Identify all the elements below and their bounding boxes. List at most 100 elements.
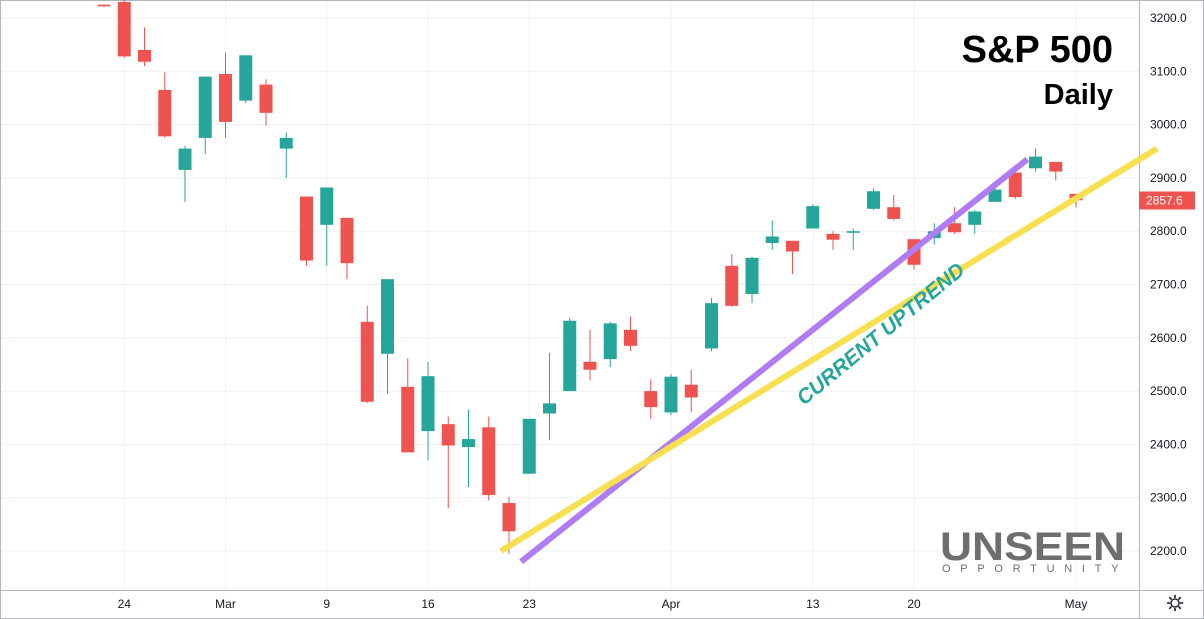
trend-line-purple [519,156,1030,565]
y-tick-label: 3100.0 [1150,64,1187,78]
x-tick-label: 20 [907,597,921,611]
candle [603,321,617,368]
candle [340,217,354,280]
y-tick-label: 2300.0 [1150,491,1187,505]
candle-body [664,376,678,413]
candle-body [138,49,151,62]
y-tick-label: 2600.0 [1150,331,1187,345]
candle-body [968,211,982,225]
trend-lines [499,146,1159,565]
candle-body [725,265,739,306]
candle-body [259,84,273,113]
chart-title: S&P 500 [962,29,1113,71]
candle [239,55,253,104]
last-price-badge-bg [1139,191,1195,210]
candle [97,4,111,8]
candle [320,187,334,266]
candle-body [1029,156,1042,169]
candle-body [988,189,1002,202]
candle-body [279,137,293,149]
candle [867,188,880,210]
y-tick-label: 2400.0 [1150,437,1187,451]
candle [664,374,678,416]
y-tick-label: 3000.0 [1150,118,1187,132]
candle-body [806,206,820,229]
candle [806,204,820,229]
x-tick-label: Apr [662,597,681,611]
x-tick-label: Mar [215,597,236,611]
candle-body [381,279,394,354]
candle [117,0,131,58]
candle [300,196,313,266]
candle [846,228,860,250]
candle [441,416,455,509]
candle-body [441,424,455,446]
y-tick-label: 2800.0 [1150,224,1187,238]
candle-body [1049,161,1063,172]
x-tick-label: 13 [806,597,820,611]
candle-body [502,503,516,532]
candle-body [300,196,313,261]
last-price-label: 2857.6 [1146,193,1183,207]
candle-body [482,427,496,496]
x-tick-label: 9 [323,597,330,611]
candle-body [158,89,172,137]
candle-body [684,384,698,398]
candle-body [360,321,374,402]
candle [684,369,698,413]
logo-sub-text: OPPORTUNITY [942,563,1124,575]
candle-body [543,403,556,414]
candle [279,132,293,178]
candle-body [826,233,840,240]
candle [138,27,151,66]
candle [826,231,840,250]
x-tick-label: 24 [118,597,132,611]
candle [725,254,739,307]
candle-body [786,240,799,252]
candle-body [340,217,354,264]
candle [563,317,577,392]
candle-body [462,439,475,448]
candle [522,418,536,474]
candle-body [846,231,860,233]
y-tick-label: 2900.0 [1150,171,1187,185]
trend-line-yellow [499,146,1159,554]
y-tick-label: 2200.0 [1150,544,1187,558]
settings-gear-icon[interactable] [1163,592,1187,614]
candle [158,72,172,138]
candle-body [320,187,334,225]
candle-body [421,376,435,432]
candle [219,52,232,138]
candle [259,79,273,126]
candle-body [198,76,212,138]
candle [543,352,556,441]
x-tick-label: 16 [421,597,435,611]
chart-subtitle: Daily [1044,79,1113,111]
candle [786,240,799,274]
candle-body [887,207,901,219]
candle-body [948,223,961,233]
candle [482,416,496,501]
candle [624,316,637,352]
candle [583,329,597,381]
candle-body [867,191,880,209]
candle-body [178,148,192,170]
candle [644,379,658,419]
y-tick-label: 2500.0 [1150,384,1187,398]
last-price-badge: 2857.6 [1139,191,1195,210]
candle-body [401,386,415,453]
candle [401,358,415,453]
candle [887,194,901,221]
candle [198,76,212,154]
logo-main-text: UNSEEN [940,525,1125,569]
y-tick-label: 2700.0 [1150,278,1187,292]
candle [1049,161,1063,181]
x-tick-label: May [1065,597,1088,611]
candle-body [1008,172,1022,198]
candle-body [583,361,597,370]
candle-body [765,236,779,243]
candle [968,209,982,234]
